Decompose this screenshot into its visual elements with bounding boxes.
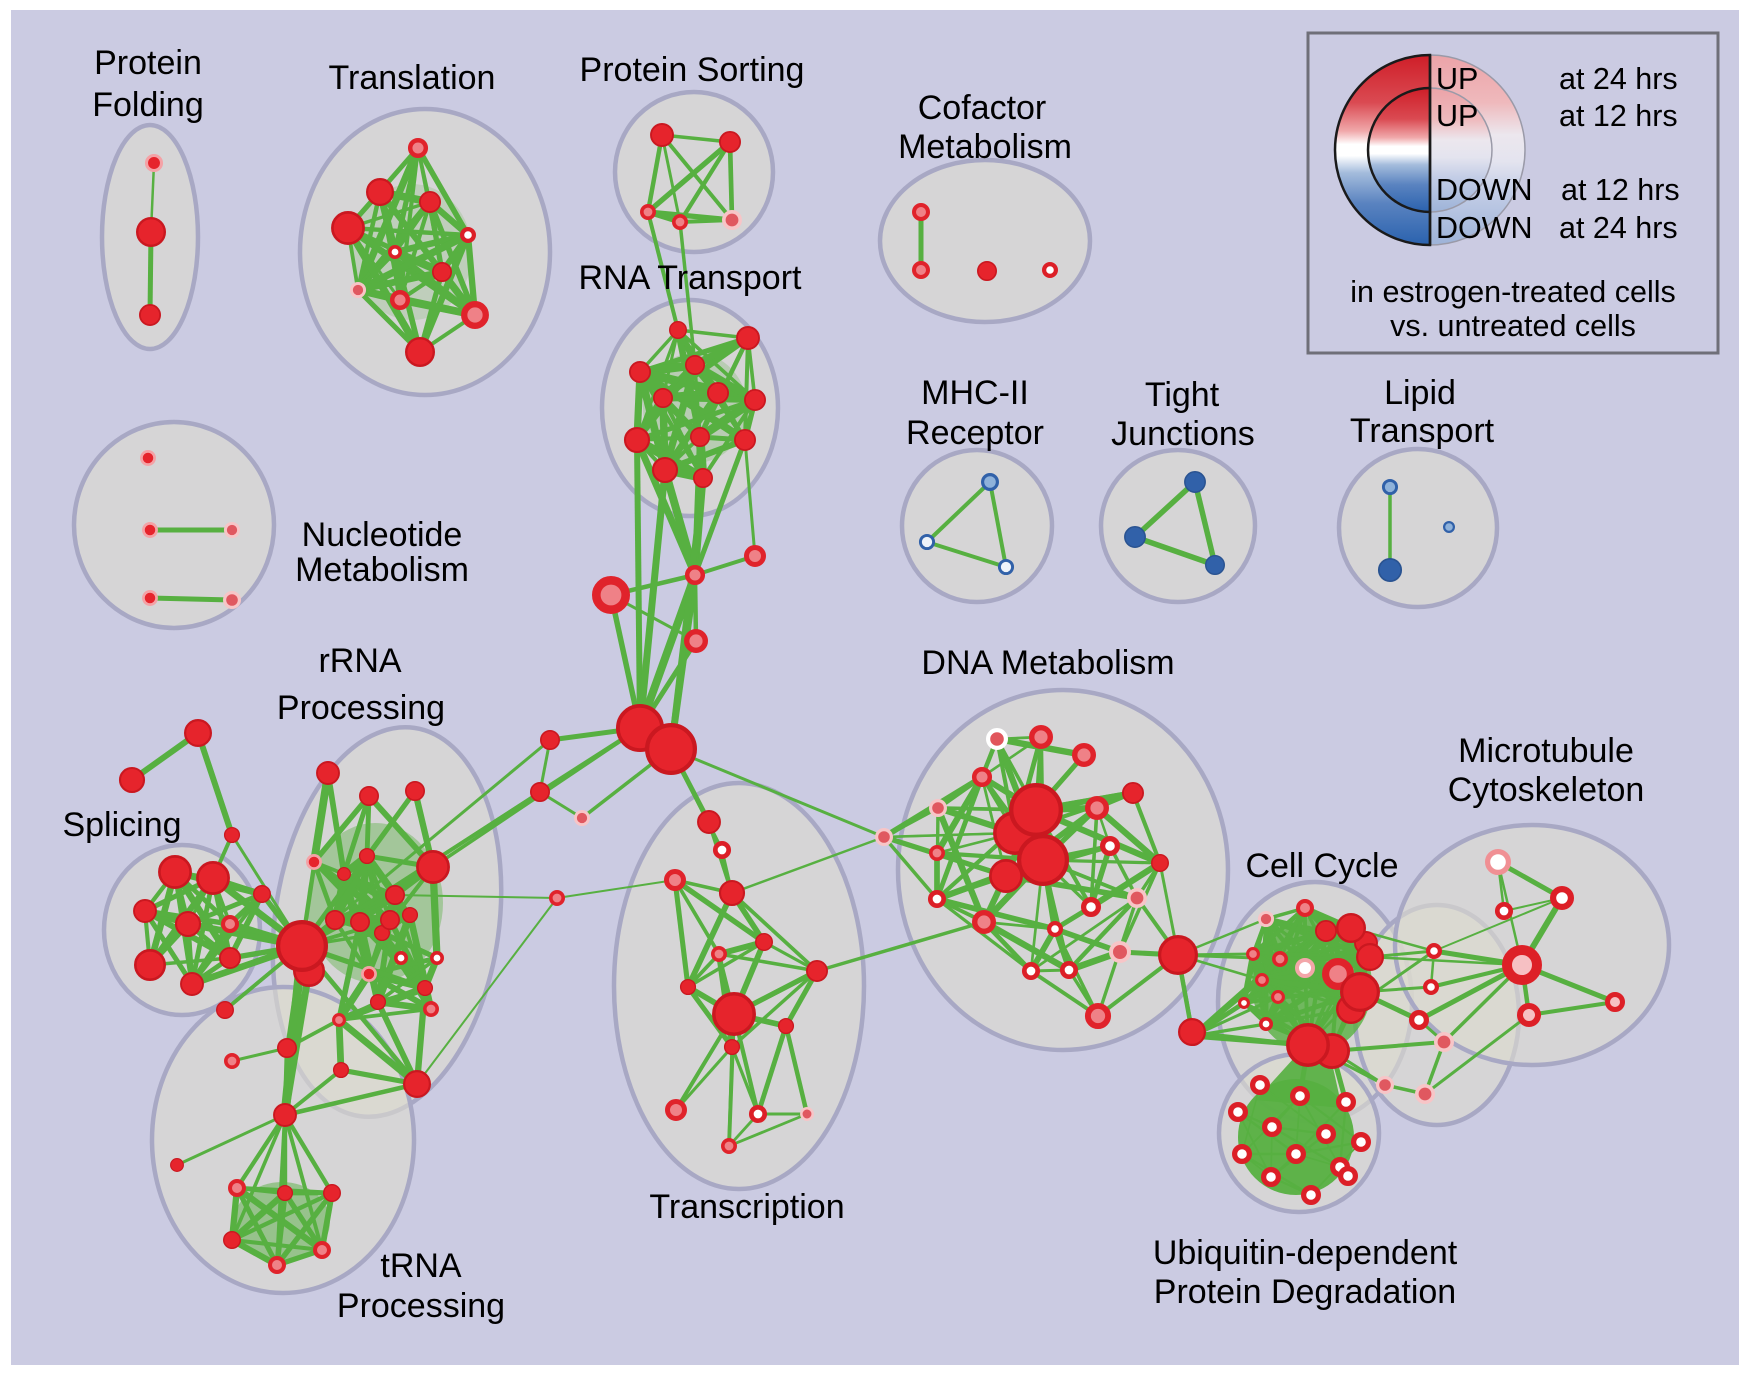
svg-text:tRNA: tRNA — [380, 1247, 462, 1285]
svg-text:DOWN: DOWN — [1436, 173, 1533, 207]
svg-text:Junctions: Junctions — [1111, 415, 1255, 453]
svg-text:in estrogen-treated cells: in estrogen-treated cells — [1350, 275, 1676, 309]
svg-text:rRNA: rRNA — [318, 642, 401, 680]
svg-text:Microtubule: Microtubule — [1458, 732, 1634, 770]
svg-text:Protein Sorting: Protein Sorting — [580, 51, 805, 89]
svg-text:Tight: Tight — [1145, 376, 1220, 414]
svg-text:at 24 hrs: at 24 hrs — [1559, 62, 1678, 96]
svg-text:Receptor: Receptor — [906, 414, 1044, 452]
svg-text:DOWN: DOWN — [1436, 211, 1533, 245]
svg-text:Folding: Folding — [92, 86, 204, 124]
svg-text:Cell Cycle: Cell Cycle — [1245, 847, 1398, 885]
svg-text:DNA Metabolism: DNA Metabolism — [921, 644, 1174, 682]
svg-text:Lipid: Lipid — [1384, 374, 1456, 412]
svg-text:Processing: Processing — [337, 1287, 505, 1325]
svg-text:Protein: Protein — [94, 44, 202, 82]
svg-text:Nucleotide: Nucleotide — [302, 516, 463, 554]
svg-text:Transport: Transport — [1350, 412, 1495, 450]
svg-text:MHC-II: MHC-II — [921, 374, 1029, 412]
svg-text:at 12 hrs: at 12 hrs — [1561, 173, 1680, 207]
svg-text:Protein Degradation: Protein Degradation — [1154, 1273, 1456, 1311]
svg-text:Metabolism: Metabolism — [898, 128, 1072, 166]
svg-text:Metabolism: Metabolism — [295, 551, 469, 589]
svg-text:Cytoskeleton: Cytoskeleton — [1448, 771, 1645, 809]
svg-text:Transcription: Transcription — [649, 1188, 844, 1226]
svg-text:Translation: Translation — [329, 59, 496, 97]
svg-text:UP: UP — [1436, 62, 1478, 96]
svg-text:UP: UP — [1436, 99, 1478, 133]
svg-text:Ubiquitin-dependent: Ubiquitin-dependent — [1153, 1234, 1458, 1272]
svg-text:vs. untreated cells: vs. untreated cells — [1390, 309, 1636, 343]
svg-text:at 24 hrs: at 24 hrs — [1559, 211, 1678, 245]
svg-text:RNA Transport: RNA Transport — [579, 259, 803, 297]
svg-text:Cofactor: Cofactor — [918, 89, 1047, 127]
svg-text:Splicing: Splicing — [62, 806, 181, 844]
svg-text:at 12 hrs: at 12 hrs — [1559, 99, 1678, 133]
svg-text:Processing: Processing — [277, 689, 445, 727]
